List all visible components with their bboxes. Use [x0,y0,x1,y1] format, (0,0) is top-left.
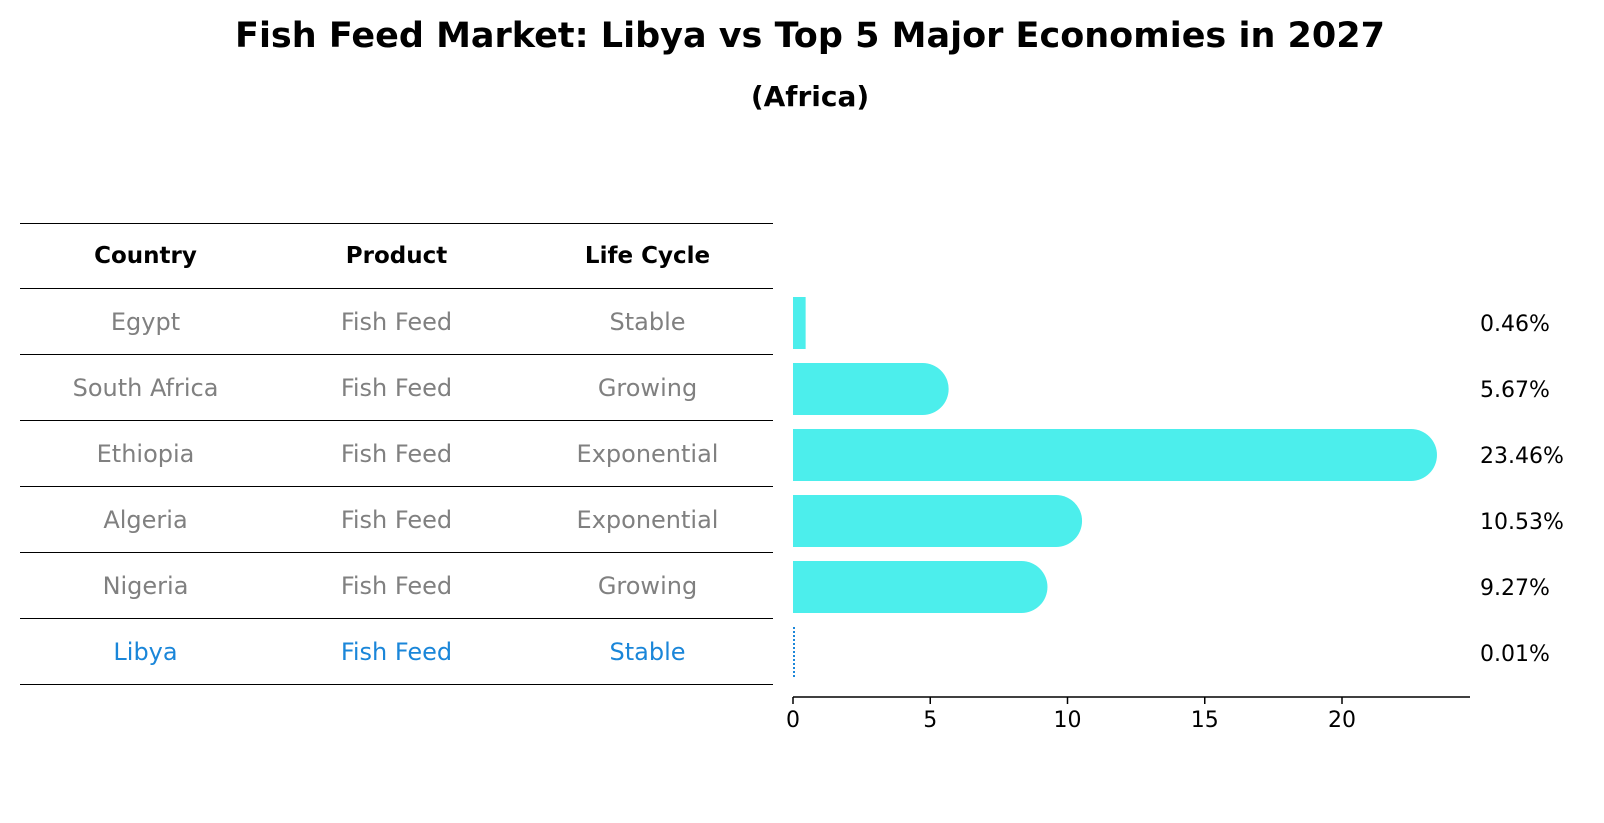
x-tick-label: 10 [1054,708,1082,733]
cell-country: Nigeria [102,571,189,600]
table-row: Nigeria Fish Feed Growing [20,553,773,619]
cell-life-cycle: Growing [597,571,698,600]
table-row-highlight: Libya Fish Feed Stable [20,619,773,685]
value-label: 0.46% [1480,312,1550,337]
bar [793,363,949,415]
cell-product: Fish Feed [340,307,453,336]
cell-country: Algeria [103,505,188,534]
cell-country: South Africa [72,373,219,402]
cell-life-cycle: Exponential [576,439,719,468]
header-country: Country [94,243,197,269]
cell-product: Fish Feed [340,505,453,534]
table-row: South Africa Fish Feed Growing [20,355,773,421]
bar [793,429,1437,481]
cell-product: Fish Feed [340,373,453,402]
chart-title: Fish Feed Market: Libya vs Top 5 Major E… [235,16,1385,56]
x-tick-label: 5 [923,708,937,733]
cell-life-cycle: Exponential [576,505,719,534]
value-label: 5.67% [1480,378,1550,403]
x-tick-label: 0 [786,708,800,733]
cell-country: Ethiopia [96,439,195,468]
table-row: Ethiopia Fish Feed Exponential [20,421,773,487]
cell-country: Libya [113,637,178,666]
x-tick-label: 15 [1191,708,1219,733]
cell-life-cycle: Stable [609,307,686,336]
header-product: Product [345,243,448,269]
chart-subtitle: (Africa) [750,80,870,113]
value-label: 10.53% [1480,510,1564,535]
value-label: 0.01% [1480,642,1550,667]
table-row: Algeria Fish Feed Exponential [20,487,773,553]
cell-country: Egypt [110,307,181,336]
bar [793,561,1048,613]
header-life-cycle: Life Cycle [584,243,711,269]
value-label: 23.46% [1480,444,1564,469]
cell-product: Fish Feed [340,439,453,468]
cell-product: Fish Feed [340,637,453,666]
table-header-row: Country Product Life Cycle [20,223,773,289]
cell-life-cycle: Growing [597,373,698,402]
bar [793,495,1083,547]
cell-product: Fish Feed [340,571,453,600]
bar [793,297,806,349]
cell-life-cycle: Stable [609,637,686,666]
x-tick-label: 20 [1328,708,1356,733]
market-table: Country Product Life Cycle Egypt Fish Fe… [20,223,773,685]
value-label: 9.27% [1480,576,1550,601]
table-row: Egypt Fish Feed Stable [20,289,773,355]
